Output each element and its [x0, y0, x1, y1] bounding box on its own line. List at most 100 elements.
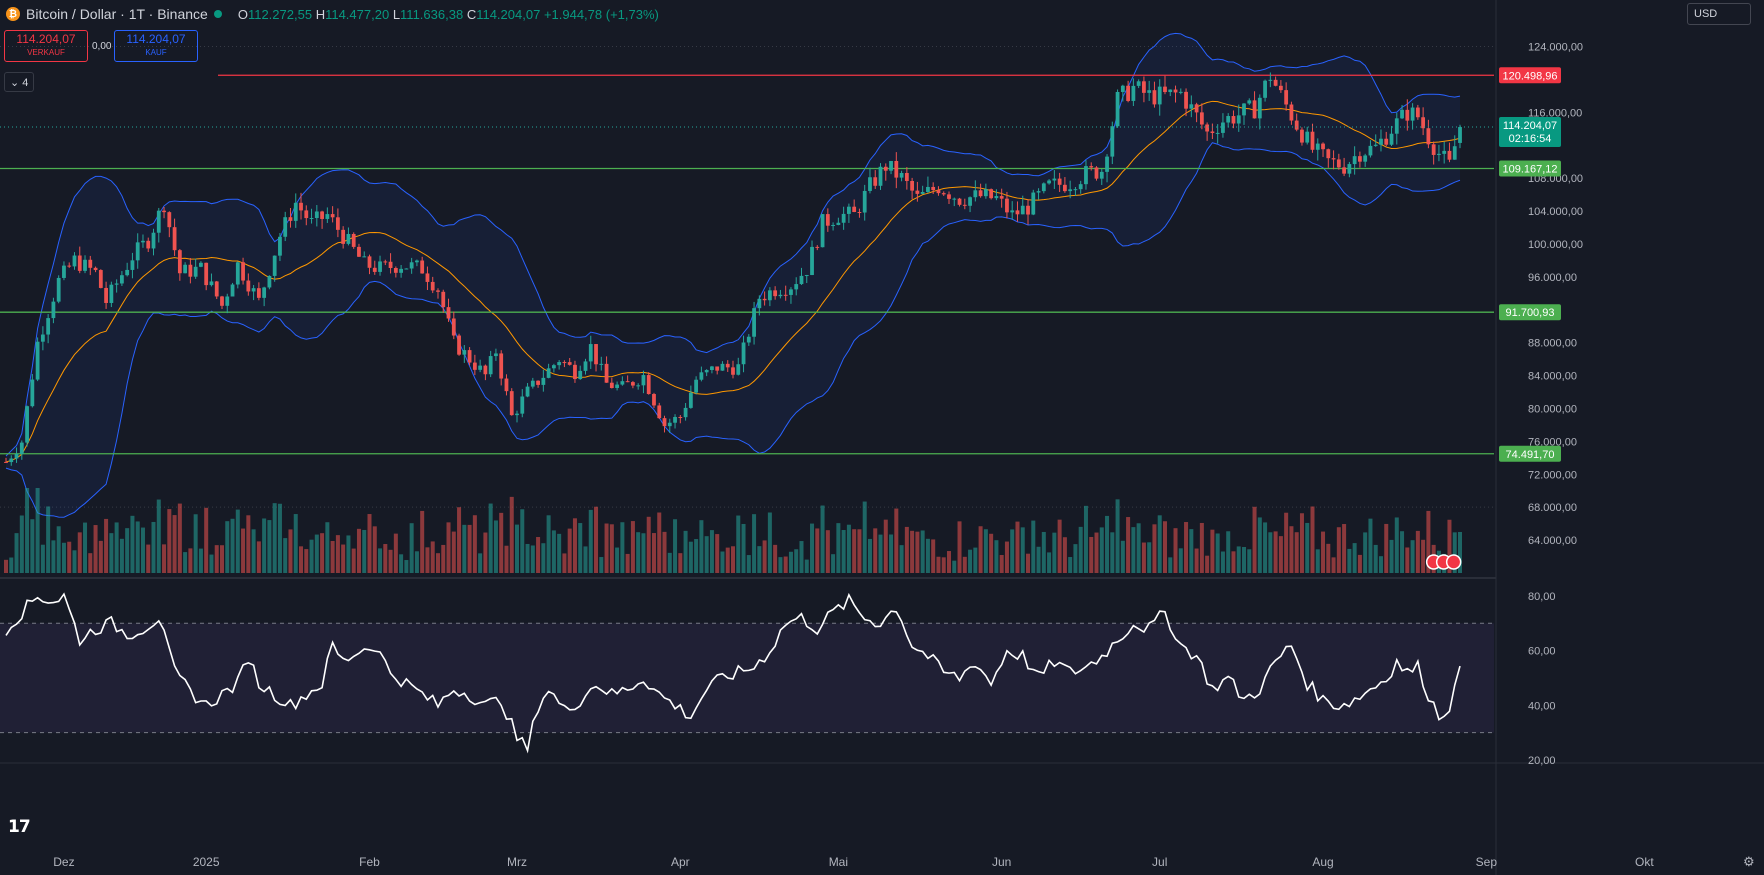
- volume-bar: [836, 523, 841, 573]
- volume-bar: [1210, 529, 1215, 573]
- volume-bar: [509, 496, 514, 573]
- candle: [952, 197, 957, 207]
- candle-body: [1142, 81, 1146, 93]
- rsi-tick-label: 80,00: [1528, 591, 1556, 603]
- candle-body: [1442, 150, 1447, 154]
- candle: [483, 364, 488, 381]
- candle: [762, 291, 767, 306]
- candle: [620, 376, 625, 386]
- candle-body: [752, 308, 756, 337]
- candle: [588, 335, 593, 369]
- volume-bar: [499, 512, 504, 573]
- price-tick-label: 88.000,00: [1528, 338, 1577, 350]
- volume-bar: [251, 529, 256, 573]
- volume-bar: [878, 534, 883, 573]
- candle: [1458, 124, 1462, 149]
- candle-body: [862, 190, 867, 213]
- price-axis: 124.000,00116.000,00108.000,00104.000,00…: [1499, 41, 1583, 547]
- candle: [894, 152, 899, 189]
- candle-body: [272, 255, 277, 276]
- candle-body: [504, 378, 509, 392]
- candle-body: [515, 413, 519, 416]
- volume-bar: [678, 553, 683, 573]
- volume-bar: [1352, 543, 1357, 573]
- volume-bar: [1310, 506, 1315, 573]
- sell-button[interactable]: 114.204,07 VERKAUF: [4, 30, 88, 62]
- last-price-label: 114.204,07: [1503, 120, 1557, 132]
- candle: [146, 237, 151, 252]
- volume-bar: [989, 533, 994, 573]
- gear-icon[interactable]: ⚙: [1743, 854, 1755, 869]
- candle-body: [1020, 205, 1025, 215]
- candle: [1131, 78, 1136, 107]
- buy-button[interactable]: 114.204,07 KAUF: [114, 30, 198, 62]
- volume-bar: [1026, 553, 1031, 573]
- candle: [1010, 201, 1015, 220]
- candle: [30, 374, 35, 408]
- candle-body: [209, 281, 214, 286]
- volume-bar: [46, 506, 51, 573]
- candle-body: [278, 236, 282, 256]
- candle-body: [446, 307, 451, 319]
- candle-body: [609, 382, 614, 388]
- candle-body: [1163, 86, 1167, 93]
- candle-body: [1384, 138, 1389, 145]
- candle: [530, 377, 535, 389]
- volume-bar: [109, 533, 114, 573]
- candle: [509, 388, 514, 416]
- volume-bar: [383, 544, 388, 573]
- candle-body: [378, 261, 382, 272]
- volume-bar: [810, 523, 815, 573]
- candle: [404, 268, 409, 270]
- candle: [1284, 82, 1289, 111]
- candle-body: [1178, 91, 1183, 93]
- candle-body: [230, 284, 235, 297]
- candle: [989, 188, 994, 200]
- candle: [230, 282, 235, 297]
- volume-bar: [1178, 548, 1183, 573]
- candle: [1368, 140, 1373, 158]
- candle: [1331, 150, 1336, 170]
- volume-bar: [325, 522, 330, 573]
- volume-bar: [198, 548, 203, 573]
- candle: [77, 246, 82, 274]
- volume-bar: [709, 530, 714, 573]
- volume-bar: [1162, 521, 1167, 573]
- candle-body: [1173, 89, 1178, 93]
- candle-body: [551, 365, 556, 369]
- volume-bar: [1105, 515, 1110, 573]
- volume-bar: [651, 533, 656, 573]
- candle-body: [578, 370, 583, 380]
- currency-select[interactable]: USD: [1687, 3, 1751, 25]
- volume-bar: [146, 544, 151, 573]
- market-status-icon: [213, 10, 222, 18]
- candle: [188, 257, 193, 284]
- volume-bar: [151, 521, 156, 573]
- candle-body: [1157, 86, 1162, 105]
- volume-bar: [241, 528, 246, 573]
- volume-bar: [1136, 523, 1141, 573]
- candle: [1389, 125, 1394, 147]
- candle: [1005, 191, 1009, 219]
- candle-body: [30, 379, 35, 407]
- volume-bar: [3, 559, 9, 573]
- volume-bar: [994, 540, 999, 573]
- volume-bar: [1426, 510, 1431, 573]
- volume-bar: [867, 538, 872, 573]
- candle: [246, 273, 251, 296]
- symbol-title[interactable]: Bitcoin / Dollar · 1T · Binance: [26, 6, 208, 22]
- volume-bar: [1068, 557, 1073, 573]
- candle-body: [330, 214, 335, 218]
- volume-bar: [1294, 532, 1299, 573]
- indicators-collapse-button[interactable]: ⌄ 4: [4, 72, 35, 92]
- candle: [678, 415, 683, 424]
- volume-bar: [414, 551, 419, 573]
- candle: [1163, 75, 1167, 95]
- candle-body: [789, 289, 793, 295]
- candle: [704, 369, 709, 377]
- candle: [810, 240, 814, 276]
- candle: [1278, 80, 1283, 93]
- volume-bar: [304, 549, 309, 573]
- candle: [646, 372, 651, 395]
